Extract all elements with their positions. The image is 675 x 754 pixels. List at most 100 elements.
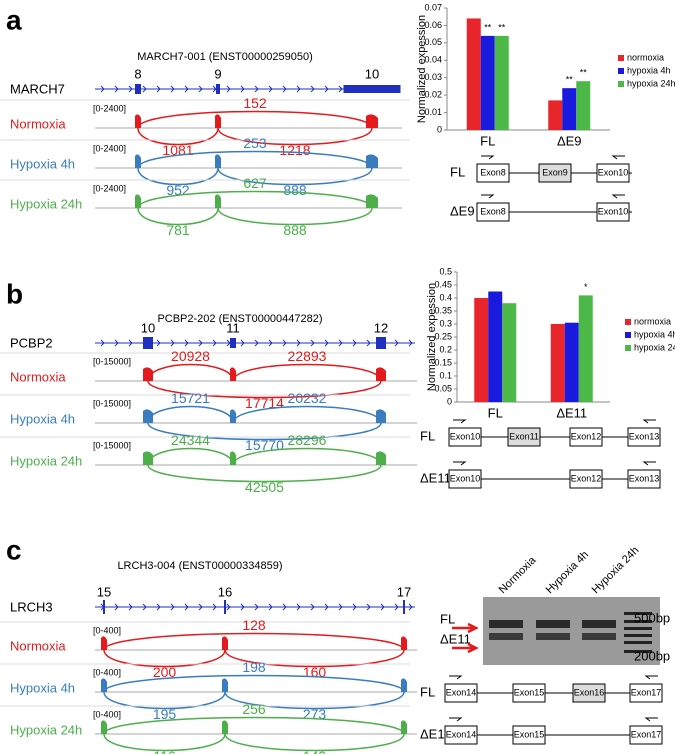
strand-chevron	[296, 339, 301, 347]
exon-number: 12	[374, 320, 388, 335]
x-tick-label: ΔE11	[556, 405, 587, 420]
y-tick-label: 0	[437, 124, 442, 134]
junction-arc	[103, 674, 405, 693]
exon-number: 10	[365, 66, 379, 81]
junction-arc	[224, 649, 405, 668]
exon-box-label: Exon12	[571, 431, 602, 441]
exon-number: 16	[218, 584, 232, 599]
strand-chevron	[296, 85, 301, 93]
gel-band	[489, 633, 523, 640]
significance-mark: *	[584, 282, 588, 292]
junction-arc	[137, 110, 373, 129]
gel-image	[483, 597, 660, 665]
primer-forward	[481, 155, 495, 160]
exon-box-label: Exon17	[631, 729, 662, 739]
strand-chevron	[282, 339, 287, 347]
coverage	[143, 451, 153, 465]
strand-chevron	[254, 339, 259, 347]
strand-chevron	[394, 603, 399, 611]
coverage	[366, 194, 378, 208]
y-axis-label: Normalized expession	[426, 283, 438, 391]
significance-mark: **	[580, 68, 588, 78]
strand-chevron	[338, 85, 343, 93]
strand-chevron	[156, 339, 161, 347]
junction-arc	[147, 464, 382, 483]
exon-box	[538, 163, 572, 183]
exon-box-label: Exon10	[450, 431, 481, 441]
exon-number: 15	[97, 584, 111, 599]
skipping-count: 198	[242, 659, 266, 675]
legend-swatch	[618, 81, 624, 87]
legend-swatch	[625, 345, 631, 351]
exon	[376, 337, 386, 349]
ladder-band	[624, 627, 652, 630]
strand-chevron	[254, 85, 259, 93]
inclusion-count: 116	[153, 748, 176, 754]
exon-box	[572, 683, 606, 703]
exon-box-label: Exon9	[542, 167, 568, 177]
marker-label: 200bp	[634, 648, 670, 663]
bar	[550, 324, 565, 402]
x-tick-label: FL	[488, 405, 503, 420]
y-tick-label: 0.2	[439, 344, 452, 354]
isoform-name: ΔE11	[420, 726, 451, 741]
band-label: FL	[440, 611, 455, 626]
exon-box	[629, 725, 663, 745]
junction-arc	[147, 363, 234, 382]
track-name: Hypoxia 24h	[10, 196, 82, 211]
inclusion-count: 20232	[288, 390, 327, 406]
junction-arc	[137, 127, 219, 146]
inclusion-count: 149	[303, 748, 327, 754]
strand-chevron	[394, 339, 399, 347]
strand-chevron	[296, 603, 301, 611]
y-tick-label: 0.01	[424, 107, 442, 117]
inclusion-count: 888	[283, 182, 307, 198]
strand-chevron	[114, 603, 119, 611]
junction-arc	[103, 733, 226, 752]
strand-chevron	[352, 603, 357, 611]
strand-chevron	[212, 339, 217, 347]
exon-box	[448, 469, 482, 489]
gene-label: LRCH3	[10, 599, 53, 614]
inclusion-count: 24344	[171, 432, 210, 448]
y-tick-label: 0.05	[434, 383, 452, 393]
inclusion-count: 22893	[288, 348, 327, 364]
exon-box-label: Exon11	[509, 431, 539, 441]
coverage	[222, 678, 228, 692]
skipping-count: 128	[242, 617, 266, 633]
skipping-count: 15770	[245, 437, 284, 453]
junction-arc	[232, 405, 382, 424]
track-name: Hypoxia 4h	[10, 411, 75, 426]
junction-arc	[137, 167, 219, 186]
band-label: ΔE11	[440, 631, 471, 646]
strand-chevron	[282, 85, 287, 93]
panel-label: a	[6, 4, 22, 35]
exon-box	[569, 469, 603, 489]
track-range: [0-2400]	[93, 143, 126, 153]
exon-box	[448, 427, 482, 447]
exon-box-label: Exon14	[446, 687, 477, 697]
exon-box-label: Exon8	[480, 167, 506, 177]
legend-swatch	[618, 68, 624, 74]
y-tick-label: 0.4	[439, 292, 452, 302]
primer-reverse	[611, 194, 625, 199]
exon-box-label: Exon14	[446, 729, 477, 739]
skipping-count: 17714	[245, 395, 284, 411]
panel-label: b	[6, 278, 23, 309]
bar	[562, 88, 577, 130]
strand-chevron	[198, 85, 203, 93]
inclusion-count: 781	[166, 222, 190, 238]
primer-reverse	[642, 419, 656, 424]
transcript-title: LRCH3-004 (ENST00000334859)	[117, 560, 282, 572]
exon-box	[596, 202, 630, 222]
bar	[578, 295, 593, 402]
y-tick-label: 0.05	[424, 37, 442, 47]
strand-chevron	[268, 603, 273, 611]
marker-label: 500bp	[634, 610, 670, 625]
primer-reverse	[644, 717, 658, 722]
isoform-name: ΔE9	[450, 203, 475, 218]
strand-chevron	[268, 85, 273, 93]
junction-arc	[137, 207, 219, 226]
y-tick-label: 0.3	[439, 318, 452, 328]
track-name: Hypoxia 4h	[10, 156, 75, 171]
